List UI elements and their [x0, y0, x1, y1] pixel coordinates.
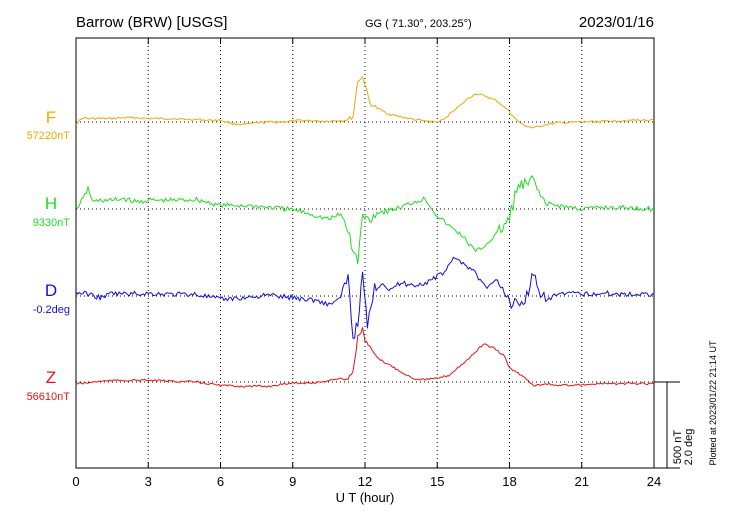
series-line-d [75, 256, 655, 339]
series-layer [75, 76, 655, 388]
series-name-h: H [45, 194, 57, 213]
series-baseline-z: 56610nT [27, 391, 71, 403]
station-title: Barrow (BRW) [USGS] [76, 14, 227, 31]
x-tick-label: 3 [145, 474, 152, 489]
plot-date: 2023/01/16 [579, 14, 654, 31]
series-baseline-h: 9330nT [33, 217, 71, 229]
x-axis-ticks: 0 3 6 9 12 15 18 21 24 [72, 38, 661, 489]
scale-bar-deg-label: 2.0 deg [683, 429, 695, 466]
series-baseline-d: -0.2deg [33, 304, 70, 316]
series-name-z: Z [46, 368, 56, 387]
series-line-h [75, 174, 655, 264]
series-baseline-f: 57220nT [27, 130, 71, 142]
x-tick-label: 18 [502, 474, 516, 489]
x-tick-label: 6 [217, 474, 224, 489]
scale-bar: 500 nT 2.0 deg [654, 381, 695, 469]
series-line-f [75, 76, 655, 129]
scale-bar-nt-label: 500 nT [672, 430, 684, 465]
plotted-at-note: Plotted at 2023/01/22 21:14 UT [708, 340, 718, 466]
x-tick-label: 15 [430, 474, 444, 489]
x-tick-label: 21 [575, 474, 589, 489]
series-name-f: F [46, 108, 56, 127]
x-axis-label: U T (hour) [336, 490, 395, 505]
x-tick-label: 9 [289, 474, 296, 489]
station-coords: GG ( 71.30°, 203.25°) [365, 18, 472, 30]
series-line-z [76, 327, 655, 388]
x-tick-label: 12 [358, 474, 372, 489]
x-tick-label: 24 [647, 474, 661, 489]
series-labels: F 57220nT H 9330nT D -0.2deg Z 56610nT [27, 108, 71, 403]
series-name-d: D [45, 281, 57, 300]
grid [76, 38, 654, 468]
x-tick-label: 0 [72, 474, 79, 489]
